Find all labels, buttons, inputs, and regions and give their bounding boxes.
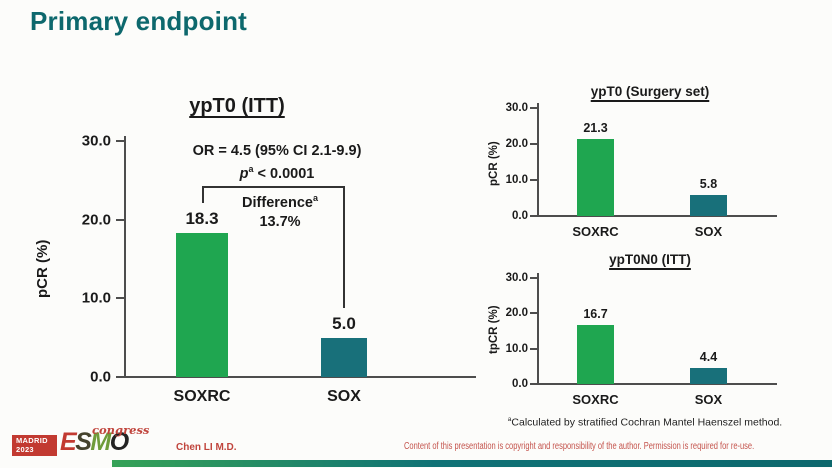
x-category-sox: SOX	[694, 392, 723, 407]
y-tick-label: 20.0	[505, 307, 528, 320]
difference-text: Difference	[242, 194, 313, 211]
y-tick-label: 0.0	[90, 368, 111, 386]
bar-group-sox: 5.8 SOX	[690, 108, 727, 239]
y-tick	[116, 218, 124, 221]
logo-year: 2023	[16, 444, 34, 454]
y-axis-line	[537, 103, 539, 217]
difference-value: 13.7%	[259, 214, 301, 230]
footnote-superscript: a	[507, 416, 512, 423]
plot-area-ypt0n0: 30.0 20.0 10.0 0.0 16.7 SOXRC 4.4 SOX	[506, 272, 777, 407]
chart-title-ypt0-itt: ypT0 (ITT)	[189, 95, 285, 117]
page-title: Primary endpoint	[30, 6, 248, 36]
bar-group-sox: 5.0 SOX	[321, 141, 367, 405]
comparison-bracket-right-leg	[343, 186, 345, 308]
logo-letter-s: S	[75, 428, 92, 456]
copyright-notice: Content of this presentation is copyrigh…	[404, 441, 755, 452]
odds-ratio-annotation: OR = 4.5 (95% CI 2.1-9.9)	[192, 143, 362, 159]
y-axis-label: pCR (%)	[34, 239, 51, 298]
x-axis-line	[537, 383, 777, 385]
esmo-wordmark: ESMO	[60, 428, 129, 457]
bar-soxrc	[577, 325, 614, 384]
chart-ypt0-itt: ypT0 (ITT) OR = 4.5 (95% CI 2.1-9.9) pa <…	[22, 86, 476, 420]
p-value-annotation: pa < 0.0001	[97, 164, 457, 182]
logo-city: MADRID	[16, 436, 48, 446]
y-tick	[530, 179, 537, 181]
p-value-text: < 0.0001	[257, 165, 315, 182]
bottom-accent-bar	[112, 460, 832, 467]
y-tick-label: 20.0	[505, 137, 528, 150]
y-tick-label: 10.0	[505, 174, 528, 186]
bar-value-soxrc: 21.3	[583, 121, 608, 136]
madrid-2023-badge: MADRID 2023	[12, 435, 57, 456]
chart-title-ypt0-surgery: ypT0 (Surgery set)	[590, 84, 710, 99]
y-tick-label: 0.0	[512, 378, 528, 390]
bar-sox	[690, 195, 727, 216]
y-tick	[530, 347, 537, 350]
logo-letter-m: M	[90, 428, 111, 456]
y-tick	[116, 297, 124, 300]
p-superscript: a	[248, 164, 254, 174]
x-category-soxrc: SOXRC	[572, 392, 619, 407]
chart-ypt0-surgery-set: ypT0 (Surgery set) pCR (%) 30.0 20.0 10.…	[470, 84, 820, 250]
bar-sox	[321, 337, 367, 377]
x-axis-line	[537, 215, 777, 217]
y-tick	[530, 312, 537, 315]
bar-soxrc	[577, 139, 614, 216]
plot-area-ypt0-surgery: 30.0 20.0 10.0 0.0 21.3 SOXRC 5.8 SOX	[506, 102, 777, 239]
y-tick	[530, 142, 537, 145]
y-tick-label: 30.0	[81, 132, 111, 150]
footnote-text: Calculated by stratified Cochran Mantel …	[511, 416, 783, 429]
difference-label: Differencea	[200, 193, 360, 211]
bar-group-soxrc: 21.3 SOXRC	[572, 108, 618, 239]
chart-title-ypt0n0: ypT0N0 (ITT)	[609, 252, 691, 267]
y-tick	[116, 140, 124, 142]
bar-value-soxrc: 16.7	[583, 307, 608, 321]
difference-superscript: a	[312, 193, 318, 203]
y-tick-label: 10.0	[81, 289, 111, 307]
comparison-bracket-top	[202, 186, 345, 188]
bar-value-soxrc: 18.3	[185, 209, 219, 229]
comparison-bracket-left-leg	[202, 186, 204, 203]
plot-area-ypt0-itt: 30.0 20.0 10.0 0.0 18.3 SOXRC 5.0 SOX	[82, 133, 476, 405]
bar-group-sox: 4.4 SOX	[690, 278, 727, 407]
y-tick	[530, 107, 537, 109]
congress-label: congress	[92, 423, 150, 437]
y-tick-label: 30.0	[505, 272, 528, 284]
y-tick-label: 20.0	[81, 211, 111, 229]
x-category-soxrc: SOXRC	[173, 388, 231, 405]
author-credit: Chen LI M.D.	[176, 442, 237, 453]
bar-sox	[690, 368, 727, 384]
x-category-soxrc: SOXRC	[572, 224, 619, 239]
y-tick	[530, 215, 537, 217]
logo-letter-e: E	[60, 428, 77, 456]
footnote: aCalculated by stratified Cochran Mantel…	[470, 416, 820, 429]
y-tick-label: 10.0	[505, 342, 528, 355]
x-category-sox: SOX	[327, 388, 361, 405]
bar-value-sox: 4.4	[699, 350, 718, 365]
logo-letter-o: O	[109, 428, 129, 456]
bar-soxrc	[176, 233, 228, 377]
y-tick	[530, 383, 537, 385]
y-tick	[530, 277, 537, 279]
y-axis-line	[124, 136, 126, 378]
chart-ypt0n0-itt: ypT0N0 (ITT) tpCR (%) 30.0 20.0 10.0 0.0…	[470, 252, 820, 418]
bar-group-soxrc: 18.3 SOXRC	[174, 141, 231, 405]
y-tick-label: 0.0	[512, 210, 528, 222]
bar-value-sox: 5.8	[699, 177, 718, 192]
y-tick	[116, 376, 124, 378]
y-tick-label: 30.0	[505, 102, 528, 114]
esmo-congress-logo: MADRID 2023 ESMO congress	[12, 423, 172, 459]
y-axis-line	[537, 273, 539, 385]
p-symbol: p	[239, 165, 249, 182]
x-category-sox: SOX	[694, 224, 723, 239]
bar-value-sox: 5.0	[332, 313, 356, 333]
bar-group-soxrc: 16.7 SOXRC	[572, 278, 618, 407]
x-axis-line	[124, 376, 476, 378]
